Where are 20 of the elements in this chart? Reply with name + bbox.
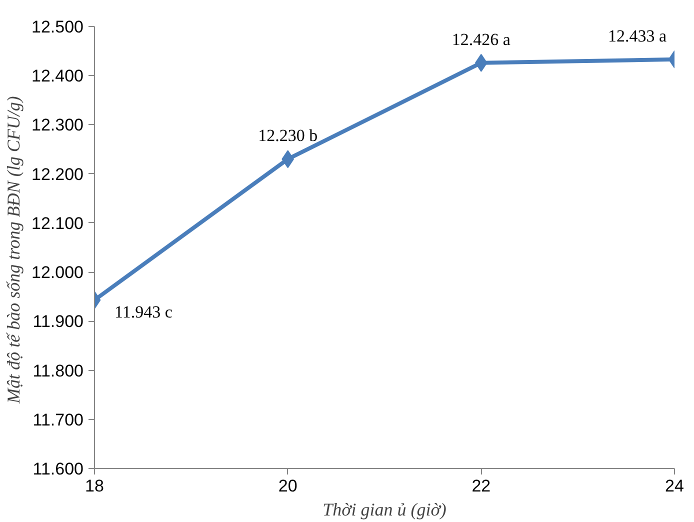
data-label: 12.426 a (452, 30, 511, 49)
x-tick-label: 20 (278, 476, 298, 496)
data-label: 12.230 b (258, 126, 318, 146)
y-tick-label: 12.000 (32, 263, 84, 282)
x-axis-title: Thời gian ủ (giờ) (322, 500, 446, 520)
data-label: 11.943 c (114, 302, 173, 322)
data-label: 12.433 a (608, 26, 667, 46)
y-tick-label: 12.100 (32, 214, 84, 233)
y-tick-label: 12.300 (32, 116, 84, 135)
y-tick-label: 11.800 (32, 361, 84, 380)
y-tick-label: 12.400 (32, 66, 84, 86)
y-tick-label: 12.500 (32, 18, 84, 36)
x-tick-label: 22 (472, 476, 491, 496)
y-tick-label: 11.600 (32, 460, 84, 478)
x-tick-label: 18 (85, 476, 104, 496)
y-axis-title: Mật độ tế bào sống trong BĐN (lg CFU/g) (4, 96, 24, 404)
x-tick-label: 24 (665, 476, 684, 496)
y-tick-label: 11.900 (32, 312, 84, 332)
y-tick-label: 12.200 (32, 164, 84, 184)
y-tick-label: 11.700 (32, 410, 84, 430)
